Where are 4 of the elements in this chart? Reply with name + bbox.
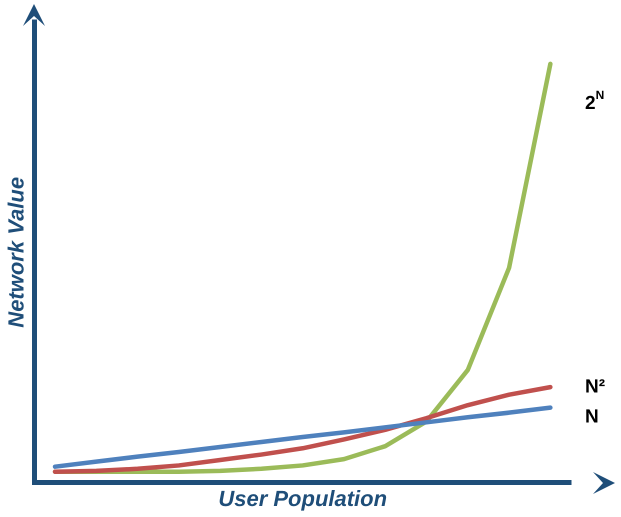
x-axis-title: User Population — [218, 486, 388, 511]
series-label: N² — [585, 376, 606, 398]
y-axis-title: Network Value — [3, 176, 28, 328]
series-label: N — [585, 406, 599, 428]
